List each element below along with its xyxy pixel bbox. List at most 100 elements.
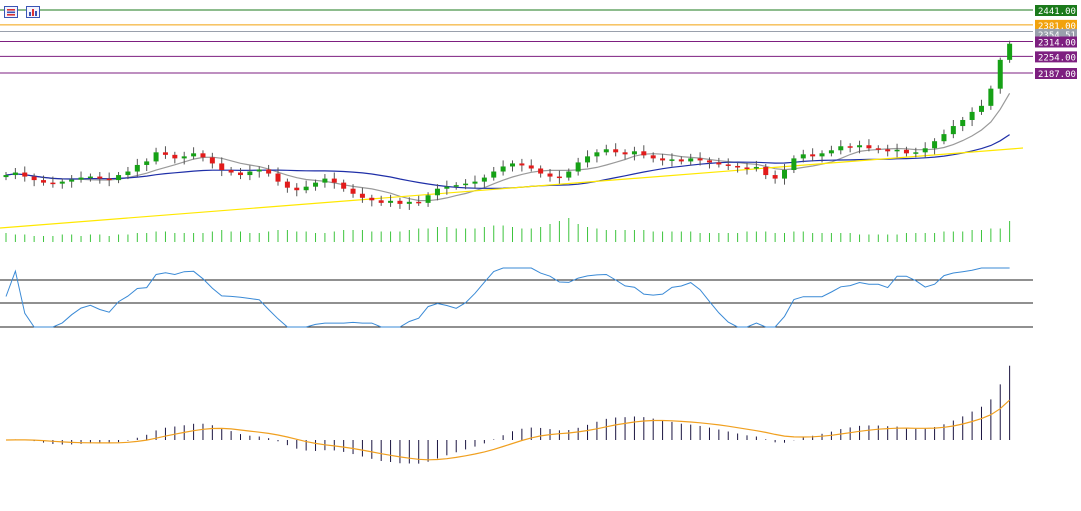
candle-body	[585, 156, 591, 163]
candle-body	[603, 149, 609, 153]
level-label-box	[1035, 51, 1077, 63]
candle-body	[678, 159, 684, 162]
candle-body	[78, 177, 84, 180]
rsi-panel	[0, 267, 1033, 328]
candle-body	[247, 171, 253, 176]
candle-body	[697, 158, 703, 161]
candle-body	[228, 170, 234, 173]
candle-body	[41, 180, 47, 183]
level-label: 2187.00	[1038, 70, 1076, 80]
candle-body	[660, 158, 666, 161]
candle-body	[481, 177, 487, 182]
candle-body	[941, 134, 947, 142]
candle-body	[819, 153, 825, 157]
candle-body	[12, 172, 18, 176]
candle-body	[237, 172, 243, 176]
level-label-box	[1035, 68, 1077, 79]
level-label: 2254.00	[1038, 53, 1076, 63]
candle-body	[932, 141, 938, 149]
candle-body	[106, 178, 112, 181]
candle-body	[31, 176, 37, 181]
moving-average-slow	[0, 147, 1024, 229]
candle-body	[434, 188, 440, 196]
candle-body	[69, 179, 75, 182]
candles	[3, 40, 1013, 210]
candle-body	[547, 173, 553, 177]
candle-body	[875, 148, 881, 150]
candle-body	[988, 88, 994, 106]
candle-body	[200, 153, 206, 158]
candle-body	[181, 156, 187, 159]
candle-body	[1007, 43, 1013, 60]
candle-body	[294, 187, 300, 191]
candle-body	[162, 152, 168, 155]
candle-body	[125, 171, 131, 176]
level-label: 2354.51	[1038, 31, 1076, 41]
candle-body	[341, 182, 347, 189]
candle-body	[828, 150, 834, 154]
candle-body	[153, 152, 159, 162]
candle-body	[388, 200, 394, 203]
candle-body	[706, 160, 712, 163]
candle-body	[885, 149, 891, 152]
candle-body	[782, 170, 788, 179]
candle-body	[500, 166, 506, 172]
candle-body	[866, 145, 872, 149]
candle-body	[688, 158, 694, 162]
candle-body	[960, 119, 966, 127]
chart-settings-icon[interactable]	[4, 6, 18, 18]
candle-body	[406, 201, 412, 204]
candle-body	[491, 171, 497, 178]
candle-body	[191, 153, 197, 157]
candle-body	[209, 157, 215, 164]
candle-body	[472, 181, 478, 184]
indicator-toggle-icon[interactable]	[26, 6, 40, 18]
candle-body	[397, 200, 403, 204]
candle-body	[847, 146, 853, 148]
candle-body	[331, 178, 337, 183]
candle-body	[444, 186, 450, 189]
candle-body	[97, 176, 103, 179]
candle-body	[59, 181, 65, 184]
macd-signal-line	[5, 399, 1011, 461]
candle-body	[969, 111, 975, 120]
moving-averages	[0, 92, 1024, 229]
candle-body	[622, 152, 628, 155]
candle-body	[810, 154, 816, 157]
level-label-box	[1035, 28, 1077, 40]
candle-body	[116, 175, 122, 181]
candle-body	[735, 165, 741, 168]
candle-body	[566, 171, 572, 178]
candle-body	[631, 151, 637, 155]
candle-body	[313, 182, 319, 187]
candle-body	[3, 175, 9, 178]
candle-body	[894, 149, 900, 152]
candle-body	[838, 146, 844, 151]
candle-body	[613, 149, 619, 153]
candle-body	[303, 186, 309, 191]
candle-body	[528, 165, 534, 169]
candle-body	[913, 152, 919, 154]
candle-body	[800, 154, 806, 159]
candle-body	[903, 149, 909, 154]
candle-body	[284, 181, 290, 188]
candle-body	[144, 161, 150, 165]
candle-body	[556, 176, 562, 179]
candle-body	[575, 162, 581, 172]
candle-body	[538, 168, 544, 174]
candle-body	[772, 175, 778, 179]
candle-body	[22, 172, 28, 177]
candle-body	[641, 151, 647, 156]
candle-body	[950, 126, 956, 135]
macd-panel	[5, 365, 1011, 464]
level-label-box	[1035, 36, 1077, 48]
candle-body	[669, 159, 675, 161]
candle-body	[87, 176, 93, 179]
level-label-box	[1035, 5, 1077, 16]
candle-body	[425, 195, 431, 203]
price-levels	[0, 9, 1033, 74]
candle-body	[463, 183, 469, 186]
level-label-box	[1035, 19, 1077, 31]
